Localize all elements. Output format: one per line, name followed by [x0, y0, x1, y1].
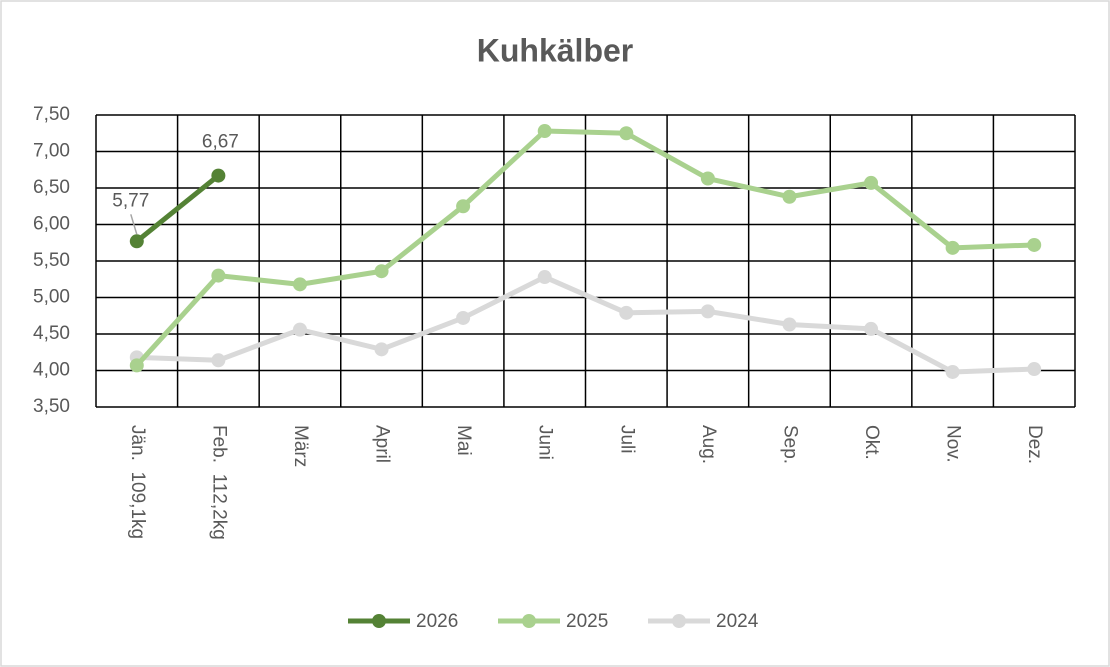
x-tick-label: Jän. 109,1kg	[127, 425, 148, 539]
y-tick-label: 6,50	[33, 177, 70, 198]
x-tick-label: Okt.	[861, 425, 882, 460]
chart-title: Kuhkälber	[477, 32, 633, 68]
data-label: 5,77	[112, 190, 149, 211]
legend-label: 2024	[716, 611, 759, 632]
data-point	[292, 322, 307, 337]
data-point	[782, 317, 797, 332]
x-tick-label: Sep.	[779, 425, 800, 464]
data-point	[211, 268, 226, 283]
data-point	[1027, 237, 1042, 252]
data-label: 6,67	[202, 132, 239, 153]
data-point	[374, 342, 389, 357]
data-point	[864, 175, 879, 190]
x-tick-label: Mai	[453, 425, 474, 456]
series-line	[136, 274, 1035, 375]
data-point	[619, 305, 634, 320]
data-point	[945, 240, 960, 255]
x-tick-label: April	[372, 425, 393, 463]
legend-marker	[372, 614, 386, 628]
y-tick-label: 7,00	[33, 141, 70, 162]
y-tick-label: 5,00	[33, 287, 70, 308]
data-point	[374, 264, 389, 279]
data-point	[945, 364, 960, 379]
x-tick-label: März	[290, 425, 311, 467]
data-point	[292, 277, 307, 292]
data-point	[211, 168, 226, 183]
data-point	[619, 126, 634, 141]
series-line	[134, 128, 1035, 368]
y-tick-label: 6,00	[33, 214, 70, 235]
y-tick-label: 4,00	[33, 360, 70, 381]
data-point	[782, 189, 797, 204]
x-tick-label: Dez.	[1024, 425, 1045, 464]
data-point	[537, 270, 552, 285]
leader-line	[130, 214, 138, 235]
y-tick-label: 7,50	[33, 104, 70, 125]
x-tick-label: Nov.	[943, 425, 964, 463]
data-point	[864, 321, 879, 336]
data-point	[456, 199, 471, 214]
data-point	[129, 358, 144, 373]
data-point	[537, 124, 552, 139]
legend-label: 2025	[566, 611, 608, 632]
series-line	[135, 173, 220, 244]
x-tick-label: Feb. 112,2kg	[208, 425, 229, 540]
y-tick-label: 4,50	[33, 323, 70, 344]
data-point	[211, 353, 226, 368]
x-tick-label: Juni	[535, 425, 556, 460]
data-point	[700, 171, 715, 186]
legend-marker	[672, 614, 686, 628]
data-point	[456, 310, 471, 325]
x-tick-label: Juli	[616, 425, 637, 454]
data-point	[129, 234, 144, 249]
y-tick-label: 5,50	[33, 250, 70, 271]
data-point	[1027, 362, 1042, 377]
y-tick-label: 3,50	[33, 396, 70, 417]
legend-marker	[522, 614, 536, 628]
legend-label: 2026	[416, 611, 458, 632]
data-point	[700, 304, 715, 319]
x-tick-label: Aug.	[698, 425, 719, 464]
